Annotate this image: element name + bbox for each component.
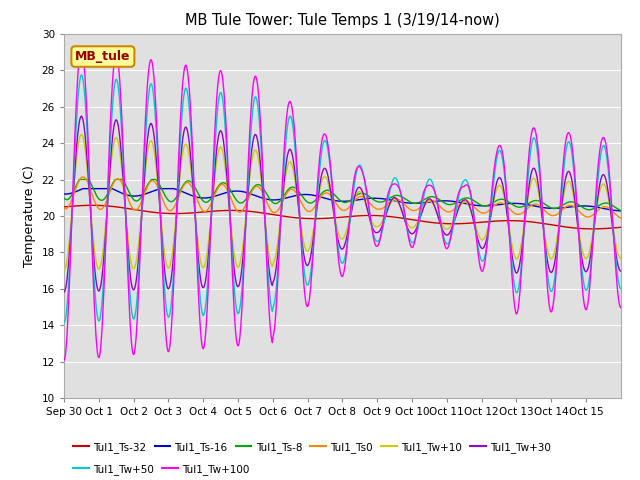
Legend: Tul1_Tw+50, Tul1_Tw+100: Tul1_Tw+50, Tul1_Tw+100 xyxy=(69,460,253,479)
Title: MB Tule Tower: Tule Temps 1 (3/19/14-now): MB Tule Tower: Tule Temps 1 (3/19/14-now… xyxy=(185,13,500,28)
Text: MB_tule: MB_tule xyxy=(75,50,131,63)
Y-axis label: Temperature (C): Temperature (C) xyxy=(23,165,36,267)
